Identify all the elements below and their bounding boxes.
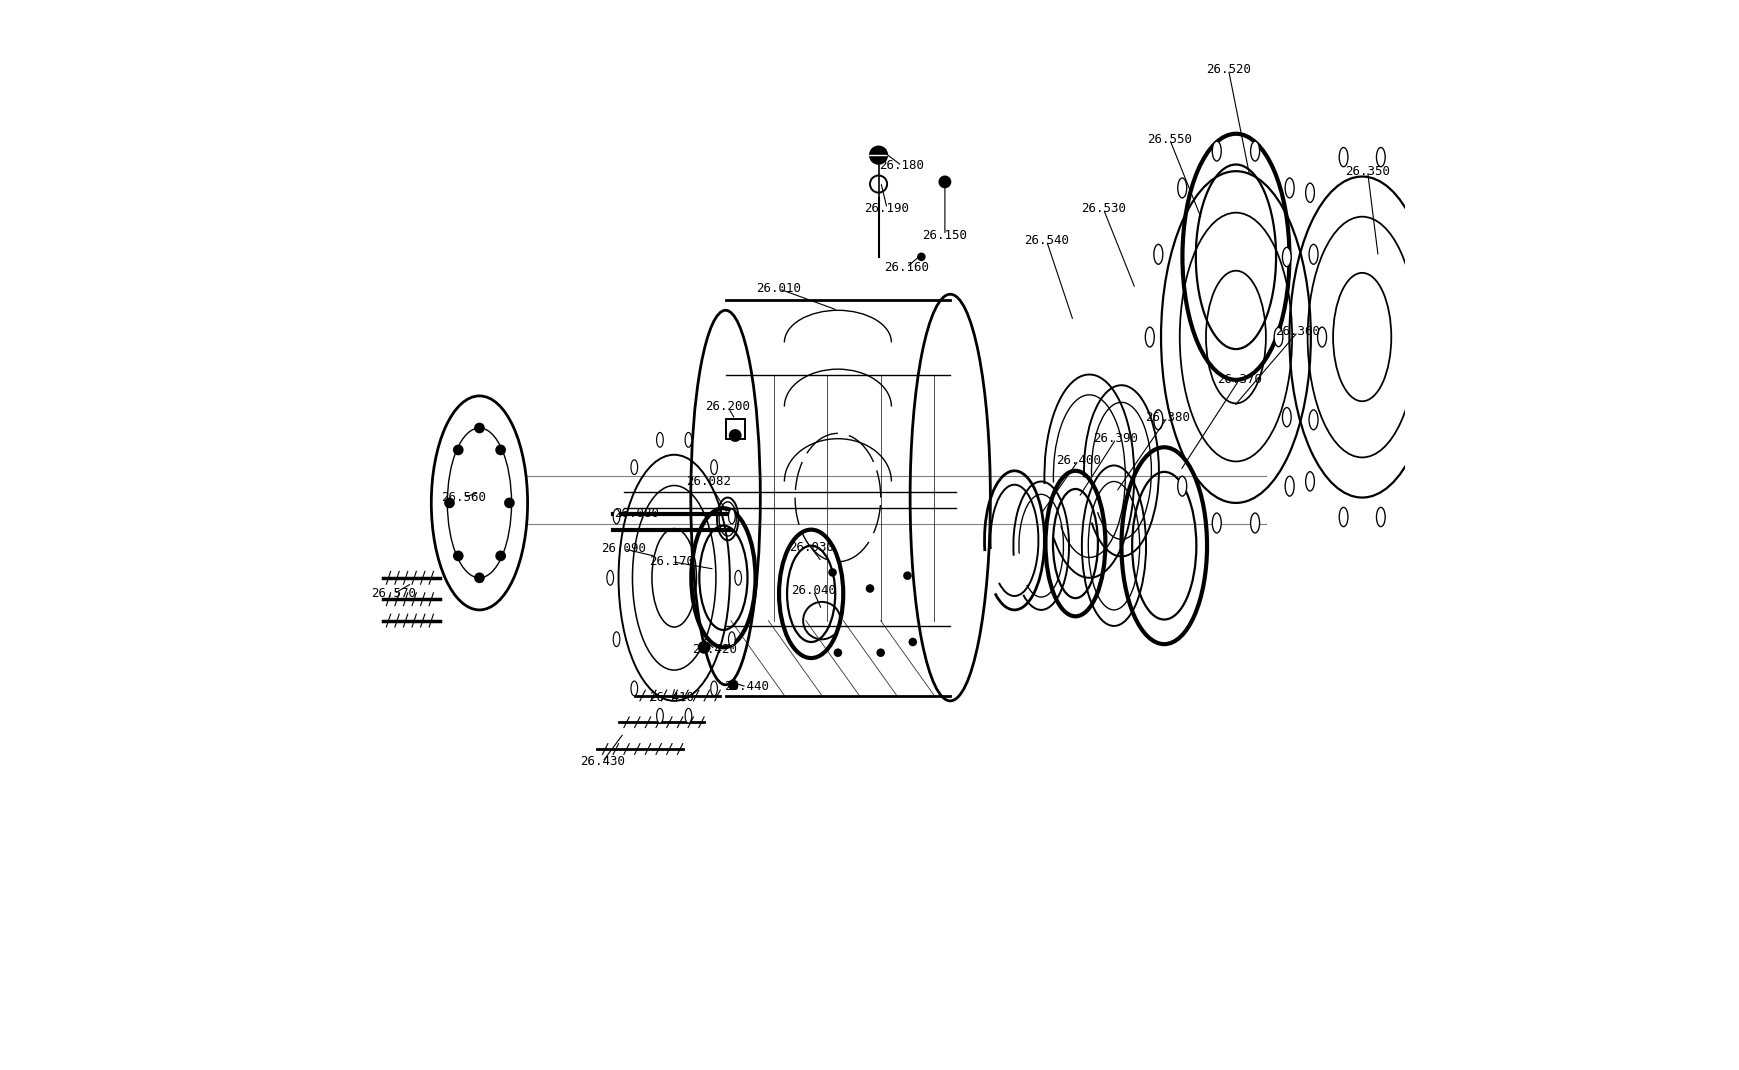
Ellipse shape <box>868 146 887 165</box>
Ellipse shape <box>1304 183 1313 202</box>
Ellipse shape <box>496 445 506 456</box>
Ellipse shape <box>1376 507 1384 526</box>
Text: 26.530: 26.530 <box>1080 202 1125 215</box>
Ellipse shape <box>473 423 485 433</box>
Ellipse shape <box>1316 327 1325 347</box>
Ellipse shape <box>452 550 463 561</box>
Ellipse shape <box>916 253 925 261</box>
Text: 26.160: 26.160 <box>883 261 929 274</box>
Ellipse shape <box>1250 513 1259 533</box>
Text: 26.190: 26.190 <box>864 202 909 215</box>
Text: 26.080: 26.080 <box>614 507 659 520</box>
Ellipse shape <box>1308 410 1316 430</box>
Ellipse shape <box>903 571 911 580</box>
Text: 26.370: 26.370 <box>1216 373 1261 386</box>
Text: 26.360: 26.360 <box>1275 325 1320 338</box>
Ellipse shape <box>612 509 619 524</box>
Text: 26.420: 26.420 <box>692 643 737 656</box>
Text: 26.010: 26.010 <box>756 282 802 295</box>
Text: 26.430: 26.430 <box>579 755 624 768</box>
Ellipse shape <box>1285 178 1294 198</box>
Text: 26.520: 26.520 <box>1205 63 1250 76</box>
Text: 26.540: 26.540 <box>1024 234 1068 247</box>
Ellipse shape <box>710 460 716 475</box>
Text: 26.380: 26.380 <box>1144 411 1189 424</box>
Ellipse shape <box>729 509 736 524</box>
Ellipse shape <box>828 568 836 577</box>
Ellipse shape <box>443 498 454 508</box>
Text: 26.560: 26.560 <box>440 491 485 504</box>
Ellipse shape <box>431 396 527 610</box>
Ellipse shape <box>1308 244 1316 264</box>
Ellipse shape <box>685 432 692 447</box>
Text: 26.030: 26.030 <box>788 541 833 554</box>
Text: 26.170: 26.170 <box>649 555 694 568</box>
Text: 26.350: 26.350 <box>1344 165 1389 178</box>
Text: 26.410: 26.410 <box>649 691 694 704</box>
Ellipse shape <box>1212 141 1221 162</box>
Ellipse shape <box>833 648 842 657</box>
Text: 26.150: 26.150 <box>922 229 967 242</box>
Ellipse shape <box>1177 178 1186 198</box>
Text: 26.200: 26.200 <box>704 400 750 413</box>
Ellipse shape <box>710 681 716 696</box>
Ellipse shape <box>1433 408 1442 427</box>
Ellipse shape <box>729 429 741 442</box>
Ellipse shape <box>1409 472 1417 491</box>
Ellipse shape <box>1304 472 1313 491</box>
Text: 26.090: 26.090 <box>602 542 645 555</box>
Ellipse shape <box>656 432 663 447</box>
Ellipse shape <box>1409 183 1417 202</box>
Ellipse shape <box>656 708 663 723</box>
Ellipse shape <box>729 631 736 646</box>
Text: 26.180: 26.180 <box>880 159 923 172</box>
Ellipse shape <box>1282 408 1290 427</box>
Ellipse shape <box>937 175 951 188</box>
Text: 26.570: 26.570 <box>370 587 416 600</box>
Ellipse shape <box>631 681 636 696</box>
Ellipse shape <box>1273 327 1282 347</box>
Ellipse shape <box>1376 148 1384 167</box>
Ellipse shape <box>612 631 619 646</box>
Ellipse shape <box>1153 410 1162 430</box>
Ellipse shape <box>1339 507 1348 526</box>
Text: 26.440: 26.440 <box>723 681 769 693</box>
Ellipse shape <box>1339 148 1348 167</box>
Ellipse shape <box>1440 327 1449 347</box>
Ellipse shape <box>876 648 885 657</box>
Ellipse shape <box>734 570 741 585</box>
Ellipse shape <box>504 498 515 508</box>
Ellipse shape <box>496 550 506 561</box>
Ellipse shape <box>697 641 710 654</box>
Ellipse shape <box>1250 141 1259 162</box>
Ellipse shape <box>1282 247 1290 266</box>
Ellipse shape <box>607 570 614 585</box>
Ellipse shape <box>685 708 692 723</box>
Text: 26.040: 26.040 <box>790 584 835 597</box>
Ellipse shape <box>631 460 636 475</box>
Text: 26.550: 26.550 <box>1146 133 1191 146</box>
Text: 26.390: 26.390 <box>1094 432 1137 445</box>
FancyBboxPatch shape <box>725 419 744 439</box>
Text: 26.082: 26.082 <box>685 475 730 488</box>
Ellipse shape <box>1285 476 1294 496</box>
Ellipse shape <box>727 679 737 690</box>
Ellipse shape <box>1177 476 1186 496</box>
Text: 26.400: 26.400 <box>1056 454 1101 467</box>
Ellipse shape <box>1144 327 1153 347</box>
Ellipse shape <box>473 572 485 583</box>
Ellipse shape <box>1153 244 1162 264</box>
Ellipse shape <box>1212 513 1221 533</box>
Ellipse shape <box>1433 247 1442 266</box>
Ellipse shape <box>866 584 873 593</box>
Ellipse shape <box>452 445 463 456</box>
Ellipse shape <box>908 638 916 646</box>
